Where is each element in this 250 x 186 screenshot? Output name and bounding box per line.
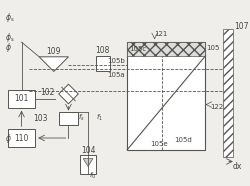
Text: 108: 108 — [96, 46, 110, 55]
Text: $\phi$: $\phi$ — [5, 132, 12, 145]
Text: 105b: 105b — [108, 58, 125, 64]
Text: $\phi$: $\phi$ — [5, 41, 12, 54]
Polygon shape — [83, 158, 93, 166]
Text: 101: 101 — [14, 94, 29, 103]
Polygon shape — [39, 57, 68, 71]
Text: 105d: 105d — [174, 137, 192, 143]
Bar — [96, 56, 110, 71]
Text: 102: 102 — [40, 88, 55, 97]
Text: $f_1$: $f_1$ — [96, 112, 103, 123]
Bar — [8, 90, 35, 108]
Polygon shape — [59, 84, 78, 104]
Text: 107: 107 — [234, 22, 248, 31]
Text: 105c: 105c — [129, 46, 146, 52]
Text: 104: 104 — [81, 146, 95, 155]
Text: 105a: 105a — [108, 72, 125, 78]
Text: 122: 122 — [210, 104, 224, 110]
Text: 105e: 105e — [151, 141, 168, 147]
Text: 109: 109 — [46, 47, 61, 56]
Bar — [127, 42, 206, 150]
Bar — [59, 112, 78, 125]
Text: $f_0$: $f_0$ — [89, 171, 96, 181]
Text: $\phi_{\rm s}$: $\phi_{\rm s}$ — [5, 31, 15, 44]
Bar — [80, 155, 96, 174]
Text: 103: 103 — [34, 114, 48, 123]
Text: 110: 110 — [14, 134, 29, 142]
Bar — [223, 29, 233, 157]
Text: $\phi_{\rm s}$: $\phi_{\rm s}$ — [5, 11, 15, 24]
Text: 105: 105 — [206, 45, 220, 51]
Bar — [127, 42, 206, 56]
Text: 121: 121 — [154, 31, 168, 37]
Text: $f_s$: $f_s$ — [78, 112, 85, 123]
Bar — [8, 129, 35, 147]
Text: dx: dx — [233, 162, 242, 171]
